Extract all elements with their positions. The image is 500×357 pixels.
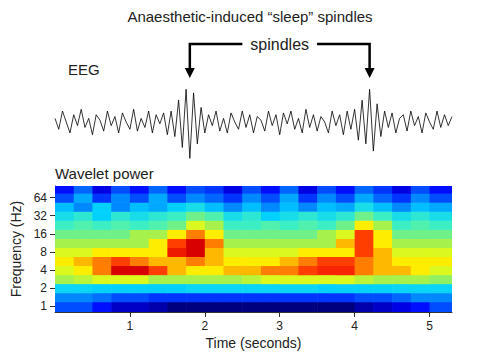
svg-text:8: 8 bbox=[40, 245, 47, 259]
svg-text:Wavelet power: Wavelet power bbox=[55, 165, 154, 182]
svg-text:Anaesthetic-induced “sleep” sp: Anaesthetic-induced “sleep” spindles bbox=[127, 8, 372, 25]
svg-text:64: 64 bbox=[34, 191, 48, 205]
svg-text:32: 32 bbox=[34, 209, 48, 223]
svg-text:EEG: EEG bbox=[68, 61, 100, 78]
svg-text:16: 16 bbox=[34, 227, 48, 241]
svg-text:4: 4 bbox=[40, 263, 47, 277]
svg-text:4: 4 bbox=[351, 319, 358, 333]
svg-text:spindles: spindles bbox=[250, 36, 309, 53]
svg-text:Time (seconds): Time (seconds) bbox=[206, 335, 302, 351]
svg-text:2: 2 bbox=[40, 281, 47, 295]
svg-text:5: 5 bbox=[426, 319, 433, 333]
svg-text:Frequency (Hz): Frequency (Hz) bbox=[8, 201, 24, 297]
svg-text:1: 1 bbox=[127, 319, 134, 333]
svg-text:1: 1 bbox=[40, 299, 47, 313]
svg-text:2: 2 bbox=[201, 319, 208, 333]
svg-text:3: 3 bbox=[276, 319, 283, 333]
